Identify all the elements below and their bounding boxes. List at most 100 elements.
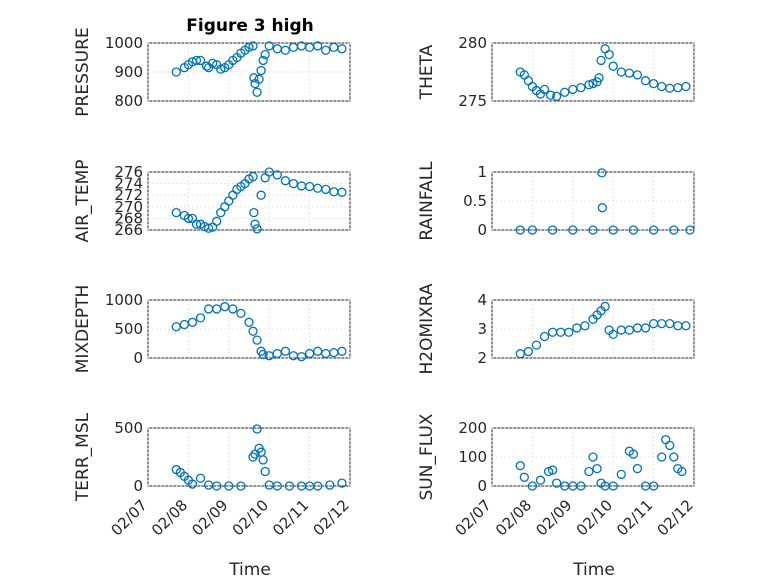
data-point	[191, 55, 202, 66]
y-tick-label: 500	[114, 419, 143, 437]
data-point	[531, 340, 542, 350]
data-point	[560, 87, 570, 97]
data-point	[256, 190, 266, 200]
data-point	[608, 61, 618, 71]
y-tick-label: 2	[477, 349, 487, 367]
data-point	[596, 55, 606, 66]
data-point	[250, 219, 260, 229]
y-tick-label: 4	[477, 291, 487, 309]
y-tick-label: 270	[114, 198, 143, 216]
y-tick-label: 3	[477, 320, 487, 338]
data-point	[304, 348, 315, 359]
y-tick-label: 0	[133, 349, 143, 367]
y-tick-label: 100	[458, 448, 487, 466]
data-point	[195, 55, 206, 66]
y-tick-label: 275	[458, 92, 487, 110]
data-point	[258, 455, 268, 465]
y-tick-label: 800	[114, 92, 143, 110]
data-point	[515, 461, 525, 471]
data-point	[640, 323, 651, 333]
data-point	[280, 176, 291, 186]
x-tick-label: 02/07	[108, 496, 151, 539]
data-point	[191, 219, 202, 229]
data-point	[616, 469, 626, 480]
data-point	[260, 49, 270, 60]
x-tick-label: 02/07	[452, 496, 495, 539]
data-point	[648, 481, 659, 491]
data-point	[183, 213, 194, 224]
data-point	[551, 91, 562, 102]
y-axis-label: PRESSURE	[73, 27, 93, 116]
y-tick-label: 1000	[105, 34, 143, 52]
data-point	[337, 44, 347, 54]
x-tick-label: 02/12	[310, 496, 353, 539]
data-point	[264, 351, 274, 361]
subplot-3: 1 0.5 0 RAINFALL	[417, 161, 695, 241]
plot-area	[491, 42, 695, 102]
data-point	[564, 327, 574, 337]
data-point	[258, 349, 268, 360]
data-point	[588, 225, 598, 235]
y-tick-label: 200	[458, 419, 487, 437]
data-point	[592, 463, 602, 474]
data-point	[236, 308, 246, 319]
data-point	[669, 225, 679, 235]
data-point	[212, 216, 222, 226]
subplot-0: 1000 900 800 PRESSURE	[73, 27, 351, 117]
data-point	[677, 466, 687, 477]
x-tick-label: 02/10	[229, 496, 272, 539]
y-axis-label: RAINFALL	[417, 161, 437, 241]
y-tick-label: 274	[114, 175, 143, 193]
data-point	[519, 472, 529, 482]
y-axis-label: MIXDEPTH	[73, 285, 93, 374]
data-point	[252, 224, 262, 234]
data-point	[284, 481, 295, 491]
data-point	[171, 67, 181, 77]
data-point	[171, 322, 181, 332]
data-point	[337, 478, 347, 488]
data-point	[685, 225, 695, 235]
data-point	[254, 74, 264, 84]
data-point	[604, 49, 614, 60]
data-point	[252, 335, 262, 345]
data-point	[547, 465, 558, 475]
data-point	[681, 81, 691, 92]
data-point	[248, 171, 258, 182]
subplot-1: 280 275 THETA	[417, 34, 695, 110]
data-point	[207, 58, 218, 68]
data-point	[252, 424, 262, 434]
data-point	[187, 479, 198, 489]
data-point	[313, 346, 323, 356]
data-point	[321, 45, 331, 55]
data-point	[296, 352, 307, 362]
y-tick-label: 1000	[105, 291, 143, 309]
data-point	[576, 83, 586, 93]
data-point	[608, 225, 618, 235]
x-axis-label-left: Time	[228, 560, 271, 580]
data-point	[248, 41, 258, 51]
data-point	[545, 90, 556, 100]
y-axis-label: TERR_MSL	[73, 412, 93, 502]
data-point	[539, 84, 550, 95]
data-point	[648, 225, 659, 235]
data-point	[256, 65, 266, 76]
data-point	[272, 170, 282, 180]
data-point	[551, 478, 562, 488]
data-point	[321, 184, 331, 195]
data-point	[220, 302, 230, 312]
data-point	[212, 304, 222, 314]
y-tick-label: 900	[114, 63, 143, 81]
x-tick-label: 02/08	[492, 496, 535, 539]
y-tick-label: 0	[477, 221, 487, 239]
data-point	[576, 481, 586, 491]
data-point	[171, 207, 181, 218]
data-point	[527, 225, 538, 235]
data-point	[608, 329, 618, 340]
y-axis-label: H2OMIXRA	[417, 283, 437, 374]
data-point	[628, 225, 639, 235]
y-tick-label: 500	[114, 320, 143, 338]
data-point	[580, 321, 590, 331]
